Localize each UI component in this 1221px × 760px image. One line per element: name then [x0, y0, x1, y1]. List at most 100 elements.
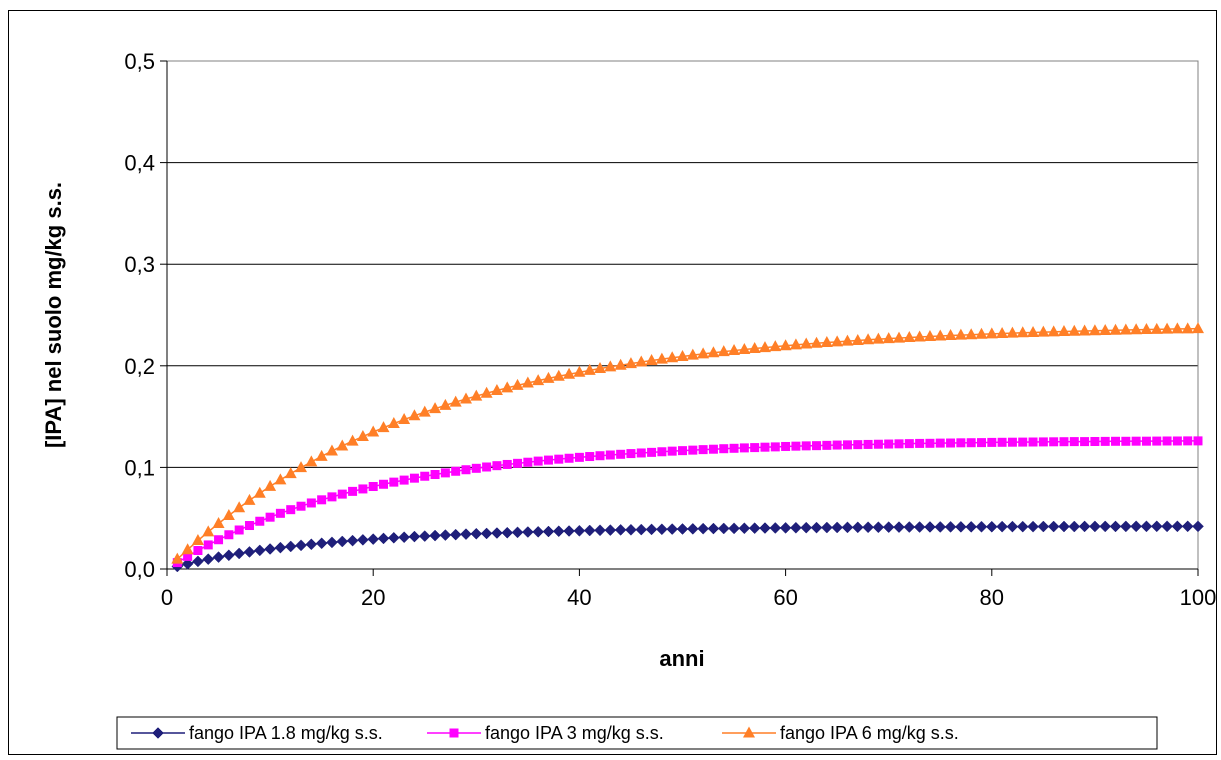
- legend-box: [116, 716, 1158, 750]
- data-point: [1078, 520, 1091, 533]
- data-point: [502, 459, 512, 469]
- data-point: [1027, 520, 1039, 533]
- plot-area: [166, 60, 1199, 570]
- axes: [166, 61, 1198, 570]
- data-point: [399, 475, 409, 485]
- data-point: [461, 465, 471, 475]
- data-point: [935, 438, 945, 448]
- series-square: [172, 436, 1203, 568]
- data-point: [532, 374, 545, 386]
- data-point: [604, 524, 617, 536]
- data-point: [985, 520, 998, 533]
- data-point: [903, 330, 916, 342]
- data-point: [924, 521, 936, 533]
- data-point: [420, 471, 430, 481]
- data-point: [521, 376, 534, 388]
- data-point: [368, 482, 378, 492]
- data-point: [315, 537, 328, 550]
- data-point: [327, 492, 337, 502]
- data-point: [337, 489, 347, 499]
- data-point: [698, 445, 708, 455]
- data-point: [1150, 520, 1163, 533]
- data-point: [1131, 436, 1141, 446]
- data-point: [265, 512, 275, 522]
- data-point: [1068, 324, 1081, 336]
- data-point: [1130, 323, 1143, 335]
- data-point: [791, 441, 801, 451]
- data-point: [491, 527, 503, 539]
- data-point: [552, 525, 565, 538]
- data-point: [1028, 437, 1038, 447]
- legend-marker: [152, 727, 164, 739]
- data-point: [284, 467, 297, 479]
- x-tick-label: 20: [361, 585, 385, 610]
- data-point: [676, 523, 689, 535]
- data-point: [604, 360, 617, 372]
- data-point: [243, 493, 256, 505]
- data-point: [171, 552, 184, 564]
- data-point: [882, 521, 895, 533]
- data-point: [212, 516, 225, 528]
- x-tick-label: 0: [161, 585, 173, 610]
- data-point: [408, 530, 421, 543]
- data-point: [554, 454, 564, 464]
- data-point: [944, 520, 957, 533]
- data-point: [884, 439, 894, 449]
- data-point: [1150, 322, 1163, 334]
- data-point: [377, 421, 390, 433]
- data-point: [655, 352, 668, 364]
- data-point: [1130, 520, 1142, 533]
- data-point: [636, 448, 646, 458]
- data-point: [769, 522, 782, 534]
- legend-marker: [449, 728, 459, 738]
- data-point: [882, 332, 895, 344]
- data-point: [409, 473, 419, 483]
- data-point: [759, 522, 771, 534]
- y-axis-ticks: 0,0 0,1 0,2 0,3 0,4 0,5: [124, 49, 167, 582]
- data-point: [357, 533, 369, 546]
- data-point: [851, 334, 864, 346]
- data-point: [614, 358, 627, 370]
- data-point: [1111, 436, 1121, 446]
- data-point: [398, 413, 411, 425]
- data-point: [708, 444, 718, 454]
- data-point: [717, 345, 730, 357]
- data-point: [1006, 326, 1019, 338]
- data-point: [1192, 520, 1204, 533]
- data-point: [1037, 520, 1050, 533]
- data-point: [439, 529, 452, 541]
- data-point: [214, 535, 224, 545]
- data-point: [1068, 520, 1081, 533]
- data-point: [224, 530, 234, 540]
- data-point: [429, 529, 441, 542]
- data-point: [760, 442, 770, 452]
- data-point: [678, 446, 687, 456]
- data-point: [439, 398, 452, 410]
- data-point: [893, 521, 905, 533]
- data-point: [191, 534, 204, 546]
- gridlines: [167, 60, 1198, 468]
- data-point: [202, 553, 215, 565]
- x-tick-label: 80: [980, 585, 1004, 610]
- x-axis-title: anni: [659, 646, 704, 671]
- data-point: [789, 338, 802, 350]
- data-point: [1049, 437, 1059, 447]
- data-point: [779, 521, 792, 534]
- data-point: [965, 328, 978, 340]
- data-point: [583, 363, 596, 375]
- data-point: [563, 367, 576, 379]
- data-point: [295, 539, 307, 552]
- data-point: [997, 437, 1007, 447]
- data-point: [1141, 436, 1151, 446]
- data-point: [985, 327, 998, 339]
- data-point: [542, 371, 555, 383]
- x-tick-label: 40: [567, 585, 591, 610]
- data-point: [459, 392, 472, 404]
- data-point: [862, 333, 875, 345]
- data-point: [717, 522, 730, 535]
- legend-label: fango IPA 1.8 mg/kg s.s.: [189, 723, 383, 743]
- data-point: [389, 477, 399, 487]
- data-point: [326, 536, 338, 549]
- data-point: [564, 453, 574, 463]
- data-point: [625, 523, 637, 536]
